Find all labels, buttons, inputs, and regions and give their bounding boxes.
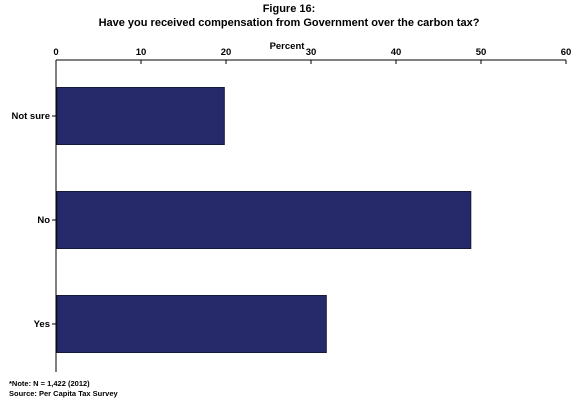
y-category-label: No <box>37 215 50 226</box>
x-tick-label: 20 <box>221 47 232 58</box>
x-tick-label: 60 <box>561 47 572 58</box>
y-category-label: Yes <box>34 319 50 330</box>
source-note: Source: Per Capita Tax Survey <box>9 389 118 398</box>
x-tick-label: 40 <box>391 47 402 58</box>
x-tick-label: 50 <box>476 47 487 58</box>
figure-number: Figure 16: <box>262 3 316 15</box>
x-tick-label: 0 <box>53 47 58 58</box>
x-tick-label: 30 <box>306 47 317 58</box>
bar-no <box>56 191 472 249</box>
bar-not-sure <box>56 87 225 145</box>
chart-title: Have you received compensation from Gove… <box>98 17 480 29</box>
y-category-label: Not sure <box>11 111 50 122</box>
bar-yes <box>56 295 327 353</box>
x-tick-label: 10 <box>136 47 147 58</box>
x-axis-label: Percent <box>270 41 306 52</box>
sample-note: *Note: N = 1,422 (2012) <box>9 379 90 388</box>
